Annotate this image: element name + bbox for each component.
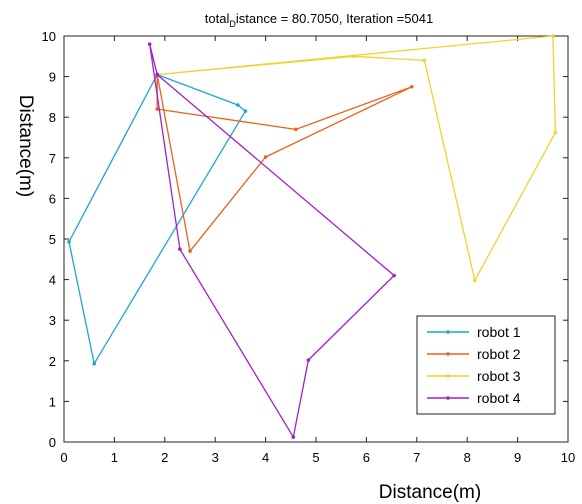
chart-title-subscript: D [229,19,236,29]
series-line [68,73,247,365]
legend-item: robot 4 [427,390,521,406]
legend-label: robot 2 [477,346,521,362]
data-point [392,273,396,278]
x-tick-label: 7 [413,450,420,465]
data-point [67,240,71,244]
legend-item: robot 1 [427,324,521,340]
data-point [147,42,152,46]
data-point [291,435,296,439]
data-point [294,127,298,132]
data-point [236,103,240,107]
x-tick-label: 8 [464,450,471,465]
y-tick-label: 2 [49,354,56,369]
y-tick-label: 4 [49,273,56,288]
series-4 [147,42,396,439]
data-point [178,247,182,251]
legend-label: robot 4 [477,390,521,406]
legend-label: robot 1 [477,324,521,340]
legend-marker [446,374,450,378]
legend-item: robot 3 [427,368,521,384]
y-tick-label: 3 [49,313,56,328]
data-point [92,361,97,366]
y-axis-label: Distance(m) [15,95,36,197]
data-point [243,109,248,113]
legend-item: robot 2 [427,346,521,362]
y-tick-label: 1 [49,394,56,409]
legend-marker [446,330,450,334]
data-point [409,84,414,89]
chart-title-suffix: istance = 80.7050, Iteration =5041 [236,11,433,26]
y-tick-label: 5 [49,232,56,247]
tick-layer: 0 1 2 3 4 5 6 7 8 9 10 0 1 2 3 4 5 6 7 8 9 10 [42,29,576,465]
x-axis-label: Distance(m) [379,482,481,503]
y-tick-label: 0 [49,435,56,450]
data-point [472,278,477,283]
data-point [422,58,427,63]
y-tick-label: 6 [49,191,56,206]
data-point [306,358,311,362]
data-point [155,72,160,77]
legend-label: robot 3 [477,368,521,384]
x-tick-label: 9 [514,450,521,465]
data-point [155,107,160,111]
data-point [188,249,192,253]
legend: robot 1 robot 2 robot 3 robot 4 [416,315,556,415]
data-point [263,155,268,159]
x-tick-label: 5 [312,450,319,465]
x-tick-label: 1 [111,450,118,465]
data-point [553,130,558,135]
x-tick-label: 2 [161,450,168,465]
y-tick-label: 7 [49,151,56,166]
data-point [551,34,555,38]
data-point [352,54,356,59]
y-tick-label: 9 [49,70,56,85]
legend-marker [446,352,450,356]
chart-title-prefix: total [205,11,230,26]
x-tick-label: 6 [363,450,370,465]
x-tick-label: 3 [212,450,219,465]
y-tick-label: 8 [49,110,56,125]
x-tick-label: 4 [262,450,269,465]
y-tick-label: 10 [42,29,56,44]
series-layer [67,34,558,439]
x-tick-label: 0 [60,450,67,465]
chart-title: totalDistance = 80.7050, Iteration =5041 [205,11,433,29]
x-tick-label: 10 [561,450,575,465]
legend-marker [446,396,450,400]
